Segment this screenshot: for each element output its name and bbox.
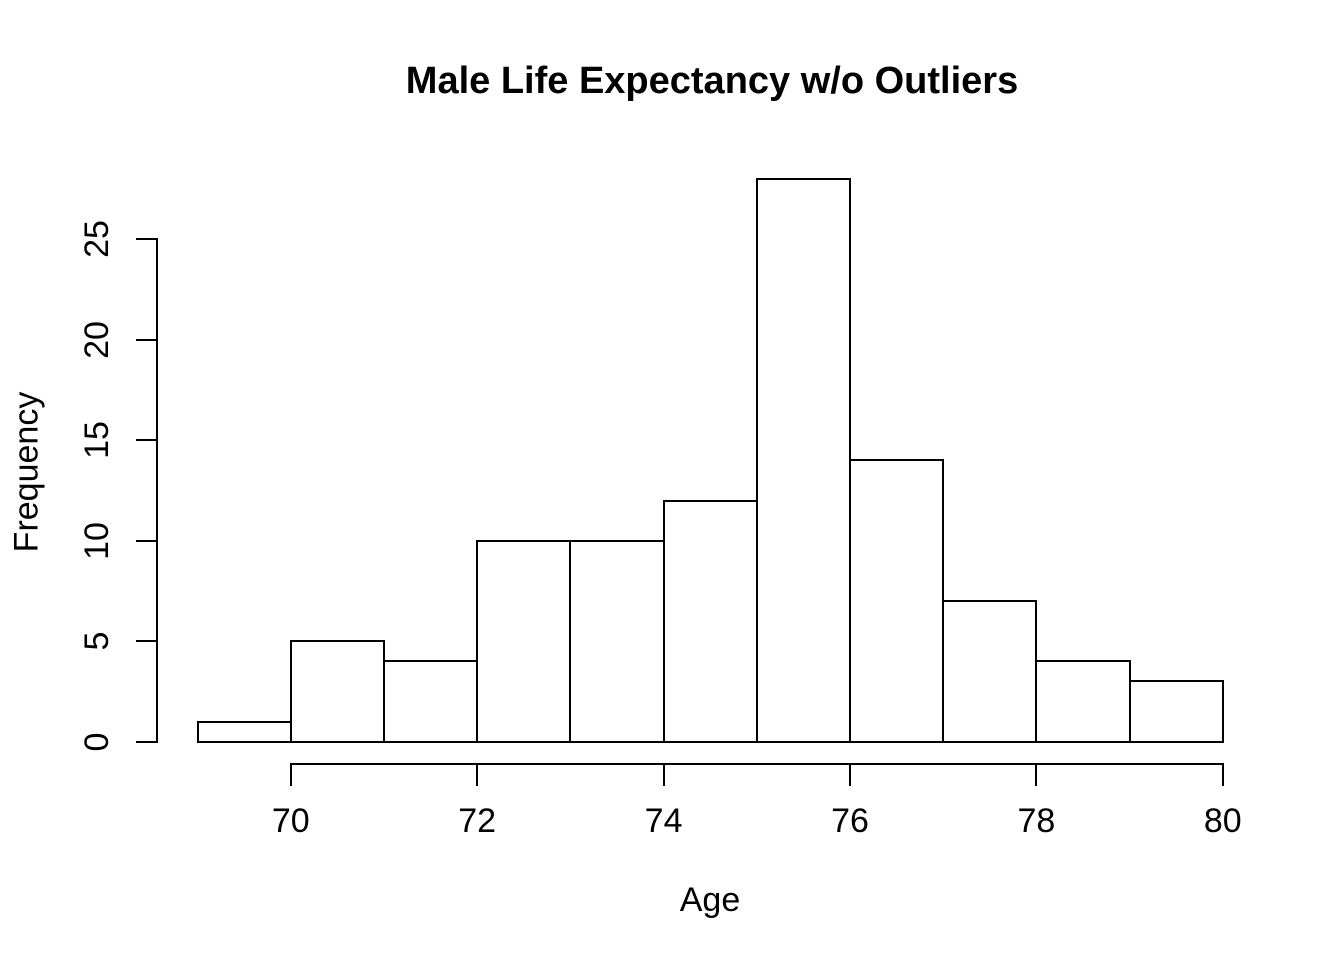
x-tick-mark — [289, 764, 292, 786]
y-tick-mark — [135, 238, 157, 241]
x-tick-label: 78 — [1017, 802, 1056, 840]
chart-title: Male Life Expectancy w/o Outliers — [405, 60, 1019, 102]
histogram-bar — [196, 720, 292, 743]
x-tick-mark — [662, 764, 665, 786]
histogram-bar — [1035, 660, 1131, 743]
y-tick-label: 25 — [78, 220, 116, 259]
x-axis-line — [289, 762, 1224, 765]
x-tick-mark — [1035, 764, 1038, 786]
x-tick-label: 74 — [644, 802, 683, 840]
x-tick-label: 76 — [831, 802, 869, 840]
y-tick-mark — [135, 338, 157, 341]
y-axis-line — [155, 238, 158, 743]
x-tick-mark — [849, 764, 851, 786]
y-tick-label: 10 — [78, 521, 116, 560]
histogram-bar — [942, 600, 1038, 743]
histogram-bar — [755, 177, 851, 743]
y-tick-label: 15 — [78, 421, 116, 460]
histogram-bar — [849, 459, 945, 743]
y-tick-label: 5 — [78, 631, 116, 651]
histogram-bar — [662, 499, 758, 743]
histogram-bar — [1128, 680, 1224, 743]
y-tick-label: 0 — [78, 732, 116, 752]
y-tick-mark — [135, 439, 157, 442]
x-tick-mark — [476, 764, 479, 786]
x-tick-label: 80 — [1203, 802, 1242, 840]
x-tick-label: 72 — [458, 802, 497, 840]
histogram-bar — [383, 660, 479, 743]
x-tick-label: 70 — [271, 802, 310, 840]
histogram-bar — [289, 640, 385, 743]
histogram-bar — [476, 539, 572, 743]
y-tick-mark — [135, 640, 157, 643]
x-tick-mark — [1221, 764, 1224, 786]
x-axis-title: Age — [679, 881, 741, 919]
y-tick-mark — [135, 539, 157, 542]
y-tick-mark — [135, 740, 157, 743]
histogram-bar — [569, 539, 665, 743]
y-tick-label: 20 — [78, 320, 116, 359]
